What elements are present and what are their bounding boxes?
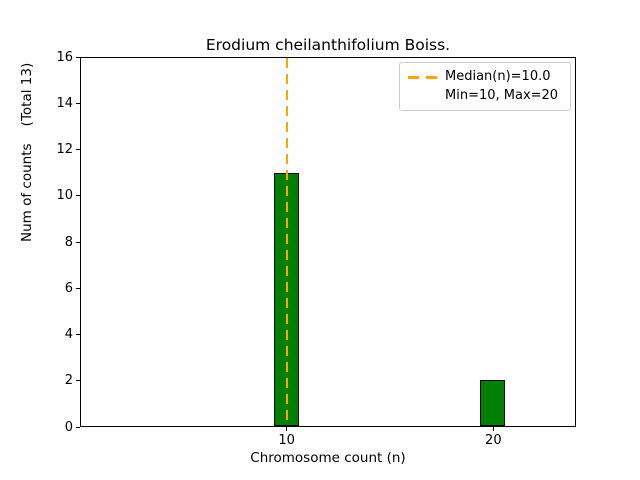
y-tick-label-10: 10 — [56, 188, 73, 204]
chart-title: Erodium cheilanthifolium Boiss. — [205, 36, 451, 54]
y-tick-label-14: 14 — [56, 95, 73, 111]
x-tick-label-10: 10 — [278, 433, 295, 448]
legend-label: Min=10, Max=20 — [445, 88, 559, 103]
median-line-sample — [408, 75, 437, 79]
y-tick-mark — [76, 241, 80, 243]
y-tick-label-4: 4 — [64, 327, 73, 342]
median-line — [285, 58, 289, 426]
y-tick-label-8: 8 — [64, 234, 73, 250]
x-axis-label: Chromosome count (n) — [250, 450, 406, 466]
y-tick-mark — [76, 195, 80, 197]
x-tick-label-20: 20 — [485, 433, 502, 448]
y-tick-label-12: 12 — [56, 142, 73, 157]
y-tick-mark — [76, 426, 80, 428]
legend-sample-empty — [408, 95, 437, 98]
y-tick-mark — [76, 334, 80, 335]
y-tick-label-2: 2 — [64, 373, 73, 389]
x-tick-mark — [492, 427, 494, 431]
y-tick-label-0: 0 — [64, 419, 73, 435]
plot-area — [80, 57, 576, 427]
legend-label: Median(n)=10.0 — [445, 69, 551, 84]
x-tick-mark — [286, 427, 288, 431]
legend: Median(n)=10.0 Min=10, Max=20 — [399, 62, 571, 111]
y-tick-mark — [76, 56, 80, 58]
bar-x20 — [480, 380, 505, 426]
y-tick-mark — [76, 380, 80, 382]
y-tick-label-16: 16 — [56, 49, 73, 65]
y-tick-mark — [76, 102, 80, 104]
legend-entry: Median(n)=10.0 — [408, 69, 562, 85]
y-tick-mark — [76, 149, 80, 150]
y-tick-mark — [76, 287, 80, 289]
y-tick-label-6: 6 — [64, 280, 73, 296]
legend-entry: Min=10, Max=20 — [408, 88, 562, 104]
